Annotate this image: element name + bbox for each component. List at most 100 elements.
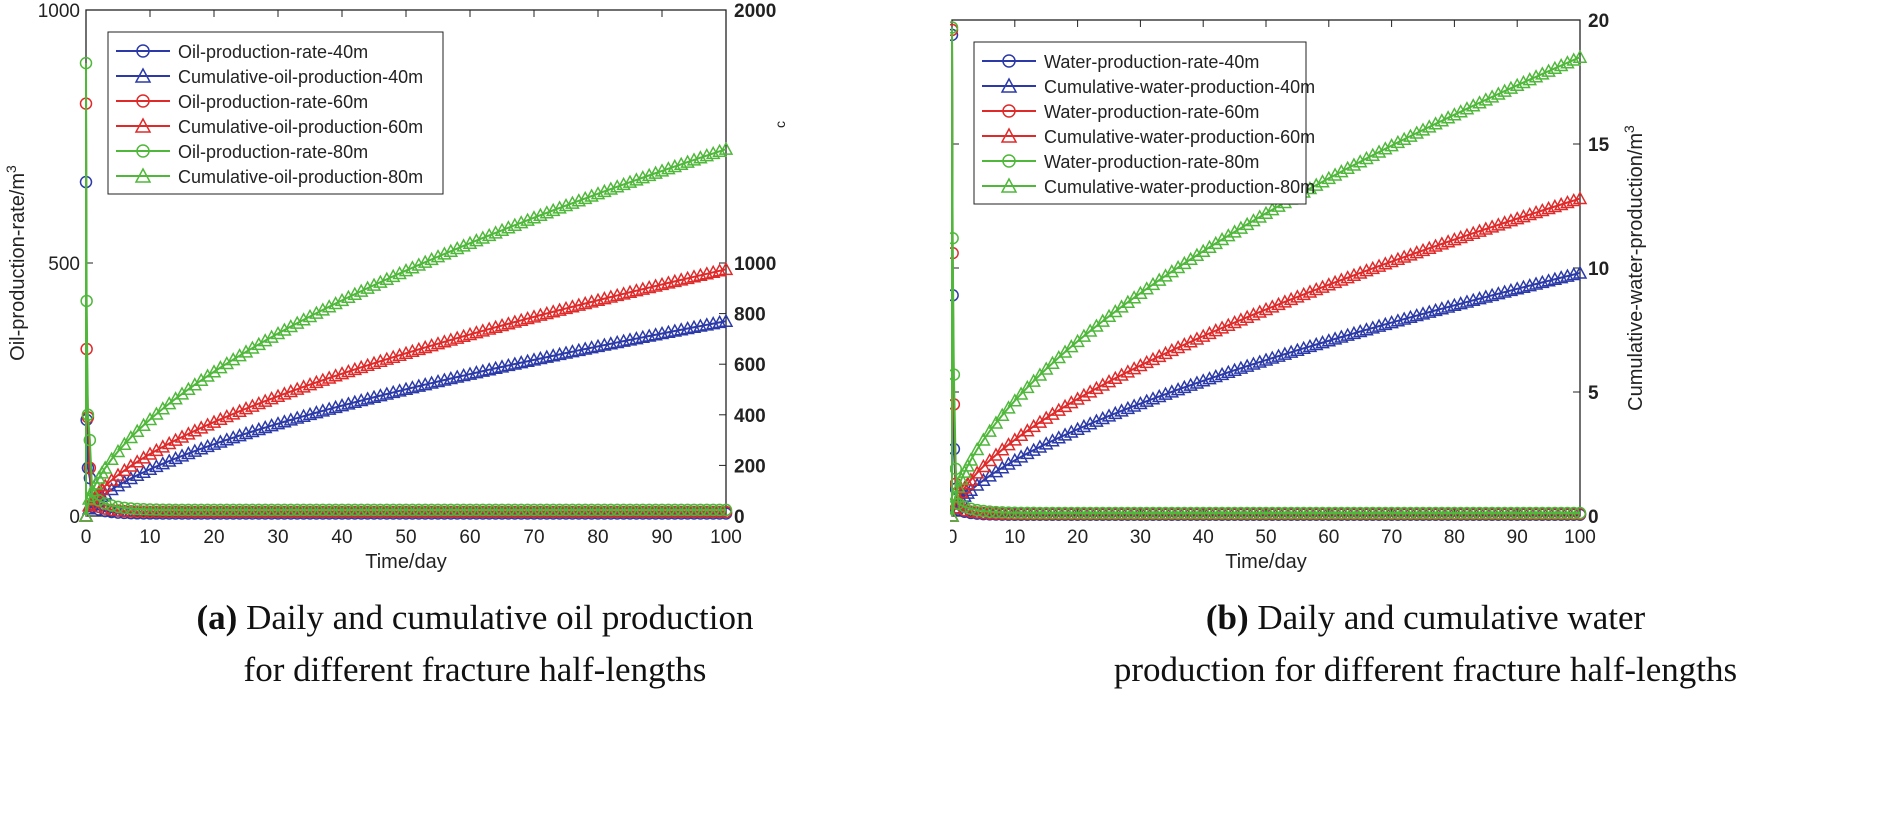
data-point	[162, 503, 176, 517]
data-point	[123, 470, 139, 485]
data-point	[130, 502, 144, 516]
data-point	[1026, 418, 1041, 433]
data-point	[348, 503, 362, 517]
data-point	[1039, 506, 1053, 520]
data-point	[597, 183, 612, 198]
data-point	[245, 398, 260, 412]
x-tick-label: 80	[1444, 527, 1465, 548]
data-point	[1114, 299, 1129, 313]
panel-a: 0 10 20 30 40 50 60 70 80 90 100 0 500 1000 0 200 400 600…	[0, 0, 950, 822]
data-point	[104, 481, 119, 496]
data-point	[958, 504, 971, 517]
data-point	[960, 476, 975, 490]
data-point	[386, 503, 400, 517]
data-point	[1479, 506, 1493, 520]
data-point	[1014, 506, 1028, 520]
data-point	[559, 503, 573, 517]
x-tick-label: 50	[395, 527, 416, 548]
data-point	[565, 195, 580, 209]
caption-a-line1: Daily and cumulative oil production	[246, 598, 754, 637]
data-point	[481, 227, 497, 242]
data-point	[1572, 190, 1588, 205]
data-point	[182, 503, 195, 517]
data-point	[1045, 433, 1060, 447]
data-point	[1120, 294, 1136, 308]
legend-label: Cumulative-water-production-40m	[1044, 77, 1315, 97]
data-point	[1297, 506, 1310, 520]
data-point	[1020, 379, 1035, 394]
data-point	[181, 445, 196, 460]
data-point	[1178, 506, 1191, 520]
data-point	[1170, 259, 1186, 274]
data-point	[150, 503, 163, 516]
data-point	[1560, 55, 1575, 69]
data-point	[976, 432, 991, 446]
data-point	[1504, 506, 1518, 520]
data-point	[1057, 427, 1073, 441]
x-tick-label: 0	[81, 527, 92, 548]
legend: Water-production-rate-40m Cumulative-wate…	[973, 41, 1315, 205]
caption-b-line2: production for different fracture half-l…	[1113, 650, 1738, 689]
data-point	[1114, 367, 1129, 381]
data-point	[508, 503, 522, 517]
data-point	[168, 450, 183, 465]
data-point	[194, 503, 208, 517]
x-tick-label: 90	[651, 527, 672, 548]
data-point	[1120, 364, 1136, 378]
data-point	[1158, 268, 1173, 282]
data-point	[110, 467, 126, 481]
data-point	[83, 433, 97, 447]
data-point	[488, 225, 503, 239]
x-tick-label: 60	[459, 527, 480, 548]
data-point	[1465, 225, 1481, 239]
data-point	[540, 503, 554, 517]
y2-tick-label: 20	[1588, 11, 1609, 32]
data-point	[989, 505, 1003, 519]
data-point	[1353, 506, 1367, 520]
x-tick-label: 10	[1004, 527, 1025, 548]
data-point	[1340, 160, 1355, 175]
x-tick-label: 80	[587, 527, 608, 548]
data-point	[1045, 406, 1060, 420]
data-point	[1214, 366, 1230, 381]
data-point	[1071, 506, 1084, 520]
data-point	[1083, 506, 1097, 520]
data-point	[1308, 281, 1324, 296]
caption-a: (a) Daily and cumulative oil production …	[0, 592, 950, 696]
data-point	[950, 21, 959, 34]
data-point	[1096, 506, 1109, 520]
legend-box	[107, 31, 444, 195]
data-point	[193, 420, 209, 434]
data-point	[584, 188, 599, 202]
data-point	[1290, 289, 1305, 303]
data-point	[1472, 223, 1487, 237]
data-point	[591, 503, 605, 517]
data-point	[1258, 301, 1274, 316]
data-point	[1491, 86, 1506, 100]
data-point	[1478, 221, 1494, 235]
y2-tick-label: 800	[734, 305, 766, 326]
caption-a-label: (a)	[196, 598, 238, 637]
data-point	[1322, 506, 1336, 520]
data-point	[1159, 506, 1172, 520]
data-point	[1573, 506, 1587, 520]
data-point	[1447, 232, 1462, 246]
y2-tick-label: 1000	[734, 254, 776, 275]
data-point	[610, 503, 624, 517]
data-point	[136, 450, 151, 464]
data-point	[283, 318, 299, 333]
data-point	[207, 503, 221, 517]
data-point	[982, 468, 997, 482]
data-point	[649, 503, 662, 517]
data-point	[1566, 52, 1581, 66]
data-point	[161, 453, 177, 467]
data-point	[1434, 236, 1450, 250]
data-point	[1365, 260, 1381, 275]
data-point	[219, 408, 235, 423]
data-point	[290, 503, 304, 517]
data-point	[1454, 506, 1467, 520]
data-point	[81, 408, 95, 422]
data-point	[1359, 263, 1374, 277]
data-point	[264, 391, 279, 405]
data-point	[129, 467, 145, 482]
